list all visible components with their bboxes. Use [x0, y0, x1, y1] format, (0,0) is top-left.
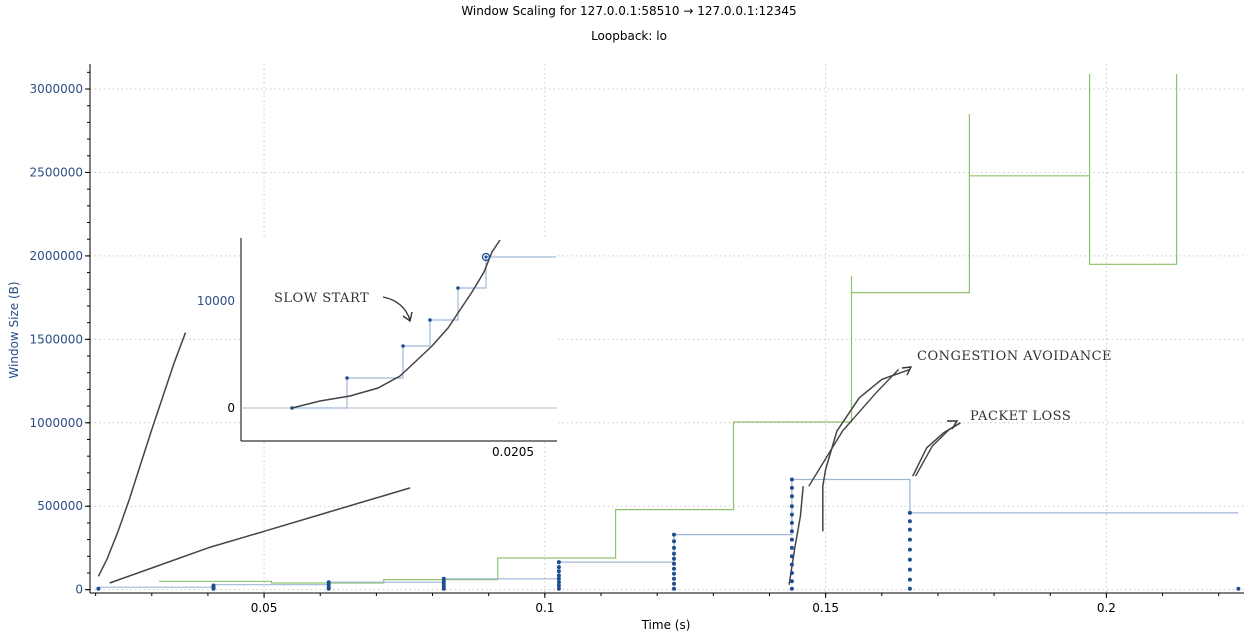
- inset-background: [241, 238, 557, 442]
- series-line-1: [98, 478, 1239, 588]
- y-tick-label: 3000000: [30, 82, 83, 96]
- data-point: [672, 551, 676, 556]
- data-point: [907, 519, 912, 524]
- annotation-congestion-avoidance: CONGESTION AVOIDANCE: [917, 349, 1112, 364]
- x-tick-label: 0.05: [251, 601, 278, 615]
- y-axis-label: Window Size (B): [7, 281, 21, 378]
- inset-bytes-curve: [291, 239, 501, 409]
- y-tick-label: 500000: [37, 499, 83, 513]
- data-point: [789, 520, 794, 525]
- data-point: [556, 560, 561, 565]
- bytes-curve-0: [97, 332, 187, 577]
- data-point: [326, 580, 331, 585]
- data-point: [556, 569, 561, 574]
- inset-point: [456, 286, 460, 290]
- data-point: [789, 586, 794, 591]
- x-axis-label: Time (s): [641, 618, 691, 632]
- data-point: [441, 576, 446, 581]
- data-point: [907, 547, 912, 552]
- grid: [90, 64, 1244, 593]
- data-point: [789, 477, 794, 482]
- inset-point: [428, 318, 432, 322]
- data-point: [789, 554, 794, 559]
- data-point: [556, 580, 561, 585]
- inset-x-tick-label: 0.0205: [492, 445, 534, 459]
- annotation-arrowhead-congestion: [901, 366, 913, 376]
- data-point: [789, 537, 794, 542]
- data-point: [556, 573, 561, 578]
- ticks-layer: 0.05 0.1 0.15 0.2 0 500000 1000000 1500000 20000…: [30, 71, 1220, 615]
- data-point: [789, 579, 794, 584]
- data-point: [556, 583, 561, 588]
- annotation-curve-packet-loss: [914, 422, 961, 477]
- y-tick-label: 1000000: [30, 416, 83, 430]
- annotation-arrowhead-slow-start: [402, 311, 413, 323]
- inset-point: [401, 344, 405, 348]
- data-point: [556, 586, 561, 591]
- data-point: [672, 556, 676, 561]
- data-point: [672, 581, 676, 586]
- data-point: [789, 529, 794, 534]
- annotation-curve-congestion: [808, 368, 900, 487]
- data-point: [672, 561, 676, 566]
- data-point: [1236, 586, 1241, 591]
- inset-point: [290, 406, 294, 410]
- data-point: [789, 504, 794, 509]
- axes: [89, 64, 1244, 594]
- chart-subtitle: Loopback: lo: [591, 29, 667, 43]
- y-tick-label: 2000000: [30, 249, 83, 263]
- data-point: [789, 485, 794, 490]
- data-point: [907, 510, 912, 515]
- annotation-slow-start: SLOW START: [274, 291, 369, 306]
- data-point: [672, 532, 676, 537]
- data-point: [556, 576, 561, 581]
- data-point: [672, 571, 676, 576]
- annotation-packet-loss: PACKET LOSS: [970, 409, 1071, 424]
- x-tick-label: 0.1: [535, 601, 554, 615]
- inset-y-tick-label: 10000: [197, 294, 235, 308]
- inset-window-step: [291, 256, 556, 409]
- bytes-curve-1: [109, 487, 411, 584]
- annotation-arrow-slow-start: [382, 296, 411, 321]
- annotations: SLOW START CONGESTION AVOIDANCE PACKET L…: [274, 291, 1112, 430]
- bytes-curve-2: [788, 486, 804, 585]
- data-point: [907, 577, 912, 582]
- data-point: [907, 586, 912, 591]
- series-line-0: [159, 74, 1178, 584]
- data-point: [907, 537, 912, 542]
- inset-selected-point-core: [484, 255, 488, 259]
- data-point: [789, 562, 794, 567]
- data-point: [789, 571, 794, 575]
- y-tick-label: 0: [75, 583, 83, 597]
- inset-selected-point: [481, 252, 491, 262]
- data-point: [672, 545, 676, 550]
- bytes-curves-layer: [97, 332, 961, 585]
- inset-point: [345, 376, 349, 380]
- data-point: [672, 576, 676, 581]
- data-point: [672, 566, 676, 571]
- y-tick-label: 1500000: [30, 332, 83, 346]
- data-point: [789, 512, 794, 517]
- x-tick-label: 0.2: [1097, 601, 1116, 615]
- data-point: [96, 586, 101, 591]
- data-point: [907, 527, 912, 532]
- data-point: [907, 567, 912, 572]
- data-point: [789, 545, 794, 550]
- data-point: [211, 583, 216, 588]
- data-point: [556, 565, 561, 570]
- data-point: [789, 494, 794, 499]
- data-point: [672, 586, 676, 591]
- annotation-arrowhead-packet-loss: [947, 420, 959, 430]
- chart-title: Window Scaling for 127.0.0.1:58510 → 127…: [461, 4, 796, 18]
- bytes-curve-3: [822, 368, 911, 532]
- data-point: [672, 539, 676, 544]
- data-point: [907, 557, 912, 562]
- x-tick-label: 0.15: [812, 601, 839, 615]
- inset-zoom-panel: 0 10000 0.0205: [197, 238, 557, 459]
- y-tick-label: 2500000: [30, 165, 83, 179]
- inset-y-tick-label: 0: [227, 401, 235, 415]
- points-layer: [96, 477, 1241, 591]
